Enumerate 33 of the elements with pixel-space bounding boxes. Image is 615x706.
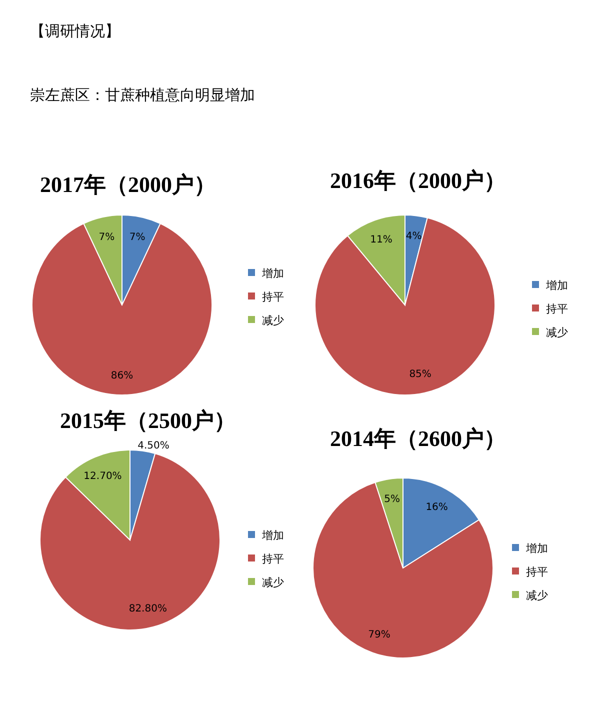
- data-label: 79%: [368, 630, 390, 641]
- legend-label: 减少: [262, 314, 284, 327]
- chart-title: 2014年（2600户）: [330, 426, 506, 451]
- data-label: 4.50%: [138, 440, 170, 452]
- legend-label: 持平: [262, 290, 284, 304]
- data-label: 12.70%: [84, 470, 122, 482]
- legend-label: 增加: [545, 278, 568, 292]
- legend-label: 持平: [526, 565, 548, 578]
- pie-slice: [312, 482, 494, 658]
- data-label: 11%: [370, 234, 392, 246]
- pie-slice: [314, 217, 496, 396]
- data-label: 86%: [110, 370, 134, 382]
- text: 【调研情况】: [30, 22, 120, 40]
- data-label: 4%: [406, 230, 422, 242]
- data-label: 5%: [384, 494, 400, 506]
- chart-title: 2017年（2000户）: [40, 172, 216, 197]
- legend-label: 减少: [546, 326, 568, 339]
- legend-label: 减少: [526, 588, 548, 602]
- pie-slice: [40, 453, 220, 630]
- data-label: 7%: [98, 232, 115, 243]
- legend-label: 持平: [262, 552, 284, 566]
- data-label: 7%: [129, 232, 146, 243]
- data-label: 85%: [409, 369, 432, 380]
- chart-title: 2016年（2000户）: [330, 168, 506, 193]
- legend-label: 减少: [262, 576, 284, 589]
- chart-title: 2015年（2500户）: [60, 408, 236, 433]
- legend-label: 持平: [546, 302, 568, 316]
- data-label: 82.80%: [128, 603, 167, 614]
- data-label: 16%: [426, 502, 448, 513]
- legend-label: 增加: [261, 266, 284, 280]
- text: 崇左蔗区：甘蔗种植意向明显增加: [30, 86, 255, 104]
- legend-label: 增加: [525, 542, 548, 555]
- legend-label: 增加: [261, 528, 284, 542]
